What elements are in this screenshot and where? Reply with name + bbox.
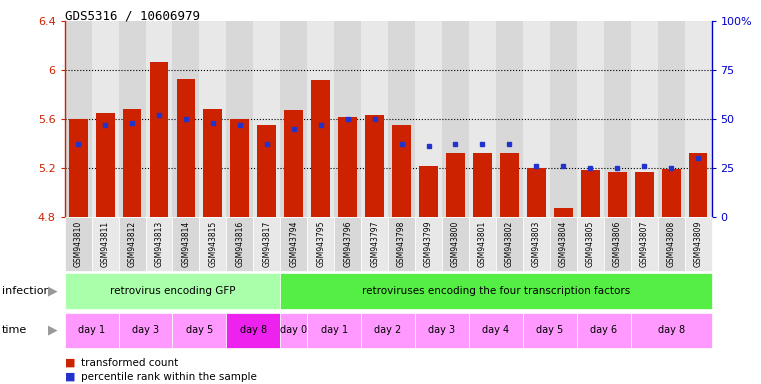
Bar (119, 21, 145, 217)
Text: GSM943804: GSM943804 (559, 221, 568, 267)
Bar (442, 21, 469, 217)
Text: day 3: day 3 (428, 325, 456, 335)
Text: GDS5316 / 10606979: GDS5316 / 10606979 (65, 10, 199, 23)
Text: GSM943809: GSM943809 (693, 221, 702, 267)
Text: day 8: day 8 (240, 325, 267, 335)
Text: GSM943803: GSM943803 (532, 221, 541, 267)
Bar (253, 21, 280, 217)
Text: day 8: day 8 (658, 325, 685, 335)
Bar (311, 80, 330, 217)
Text: percentile rank within the sample: percentile rank within the sample (81, 372, 257, 382)
Bar (554, 209, 573, 217)
Text: GSM943810: GSM943810 (74, 221, 83, 267)
Bar (523, 21, 550, 217)
Bar (334, 21, 361, 217)
Bar (285, 111, 303, 217)
Bar (280, 21, 307, 217)
Bar (473, 153, 492, 217)
Bar (145, 21, 173, 217)
Bar (199, 21, 227, 217)
Text: GSM943816: GSM943816 (235, 221, 244, 267)
Text: GSM943800: GSM943800 (451, 221, 460, 267)
Text: GSM943812: GSM943812 (128, 221, 136, 267)
Text: GSM943801: GSM943801 (478, 221, 487, 267)
Bar (581, 170, 600, 217)
Text: day 1: day 1 (320, 325, 348, 335)
Text: day 3: day 3 (132, 325, 159, 335)
Text: ▶: ▶ (48, 324, 58, 337)
Text: ■: ■ (65, 358, 75, 368)
Text: day 6: day 6 (591, 325, 617, 335)
Bar (388, 21, 415, 217)
Bar (496, 21, 523, 217)
Text: infection: infection (2, 286, 50, 296)
Text: GSM943795: GSM943795 (317, 220, 325, 267)
Bar (419, 166, 438, 217)
Text: GSM943807: GSM943807 (640, 221, 648, 267)
Bar (661, 169, 680, 217)
Bar (177, 79, 196, 217)
Bar (685, 21, 712, 217)
Text: time: time (2, 325, 27, 335)
Text: GSM943806: GSM943806 (613, 221, 622, 267)
Bar (469, 21, 496, 217)
Bar (65, 21, 91, 217)
Bar (658, 21, 685, 217)
Text: day 2: day 2 (374, 325, 402, 335)
Text: day 5: day 5 (186, 325, 213, 335)
Text: retroviruses encoding the four transcription factors: retroviruses encoding the four transcrip… (361, 286, 630, 296)
Bar (608, 172, 626, 217)
Bar (527, 168, 546, 217)
Bar (150, 61, 168, 217)
Bar (446, 153, 465, 217)
Text: GSM943802: GSM943802 (505, 221, 514, 267)
Text: GSM943798: GSM943798 (397, 221, 406, 267)
Bar (68, 119, 88, 217)
Bar (415, 21, 442, 217)
Bar (550, 21, 577, 217)
Text: GSM943814: GSM943814 (181, 221, 190, 267)
Text: GSM943799: GSM943799 (424, 220, 433, 267)
Bar (227, 21, 253, 217)
Text: GSM943811: GSM943811 (100, 221, 110, 267)
Text: retrovirus encoding GFP: retrovirus encoding GFP (110, 286, 235, 296)
Bar (631, 21, 658, 217)
Bar (91, 21, 119, 217)
Text: day 4: day 4 (482, 325, 509, 335)
Text: GSM943797: GSM943797 (370, 220, 379, 267)
Bar (577, 21, 603, 217)
Text: transformed count: transformed count (81, 358, 179, 368)
Text: GSM943805: GSM943805 (586, 221, 595, 267)
Bar (338, 117, 357, 217)
Bar (203, 109, 222, 217)
Bar (173, 21, 199, 217)
Text: ▶: ▶ (48, 285, 58, 297)
Bar (603, 21, 631, 217)
Text: day 5: day 5 (537, 325, 563, 335)
Bar (392, 125, 411, 217)
Bar (635, 172, 654, 217)
Text: GSM943794: GSM943794 (289, 220, 298, 267)
Text: GSM943815: GSM943815 (209, 221, 218, 267)
Text: ■: ■ (65, 372, 75, 382)
Bar (365, 115, 384, 217)
Bar (689, 153, 708, 217)
Bar (257, 125, 276, 217)
Text: day 0: day 0 (280, 325, 307, 335)
Bar (231, 119, 250, 217)
Bar (123, 109, 142, 217)
Text: GSM943817: GSM943817 (263, 221, 272, 267)
Bar (361, 21, 388, 217)
Bar (96, 113, 115, 217)
Text: day 1: day 1 (78, 325, 105, 335)
Bar (500, 153, 519, 217)
Text: GSM943808: GSM943808 (667, 221, 676, 267)
Text: GSM943796: GSM943796 (343, 220, 352, 267)
Text: GSM943813: GSM943813 (154, 221, 164, 267)
Bar (307, 21, 334, 217)
